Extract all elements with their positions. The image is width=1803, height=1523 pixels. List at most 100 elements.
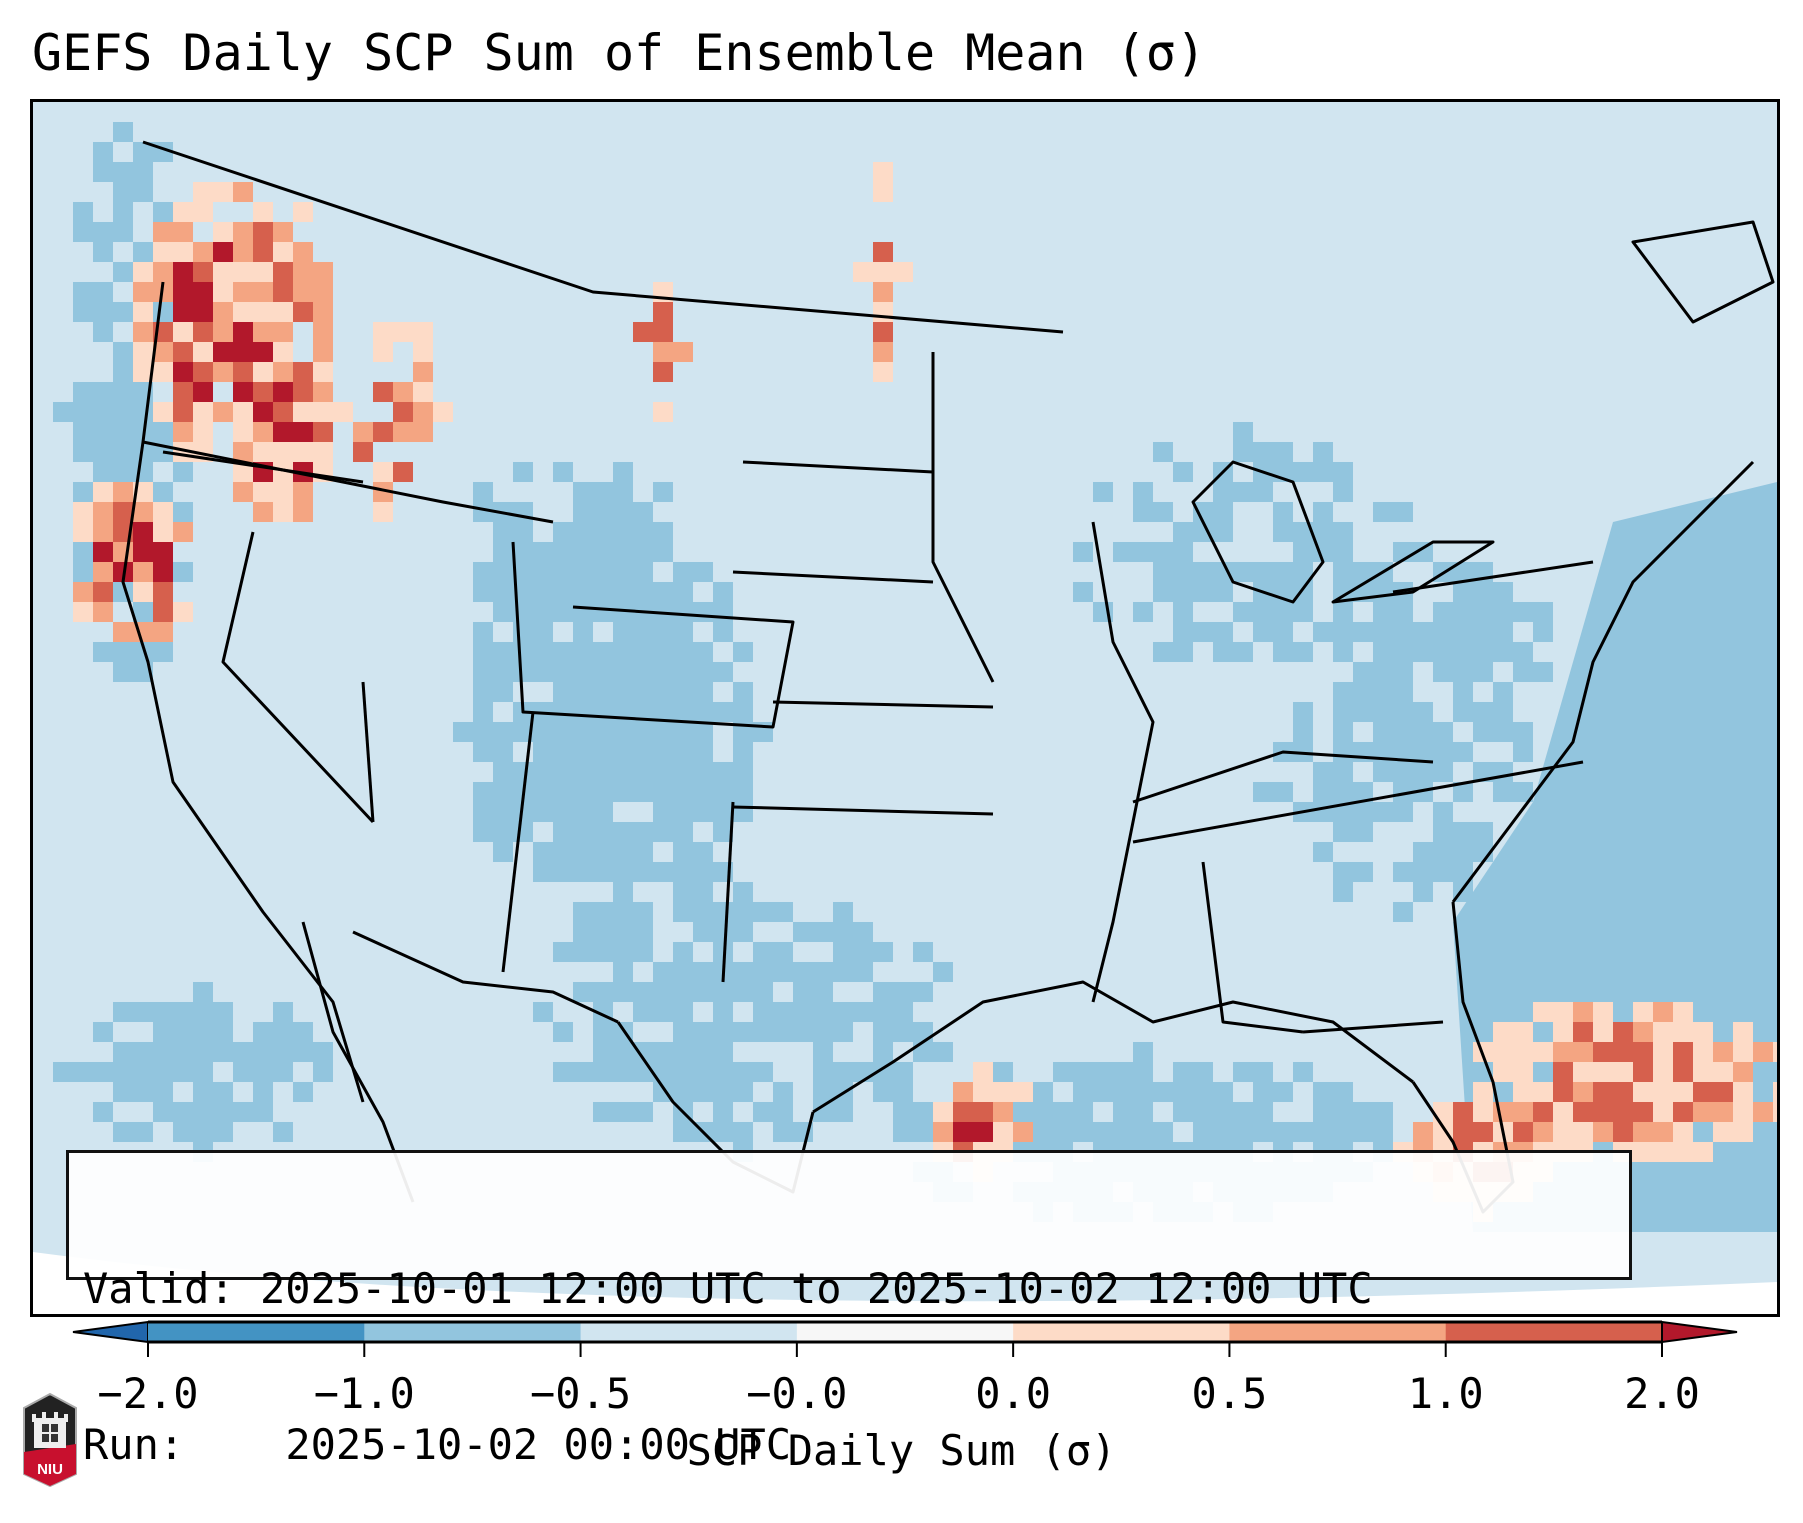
heatmap-cell-above (153, 222, 173, 242)
heatmap-cell-below (1493, 642, 1513, 662)
heatmap-cell-below (493, 542, 513, 562)
heatmap-cell-below (1213, 642, 1233, 662)
heatmap-cell-below (473, 702, 493, 722)
heatmap-cell-below (1393, 682, 1413, 702)
heatmap-cell-below (1373, 722, 1393, 742)
heatmap-cell-above (1653, 1042, 1673, 1062)
heatmap-cell-above (273, 262, 293, 282)
colorbar-tick-label: −0.5 (530, 1369, 631, 1418)
heatmap-cell-below (1133, 1102, 1153, 1122)
nm-tx (721, 801, 735, 983)
heatmap-cell-above (373, 322, 393, 342)
heatmap-cell-below (673, 582, 693, 602)
heatmap-cell-below (213, 1082, 233, 1102)
heatmap-cell-below (673, 842, 693, 862)
heatmap-cell-above (1633, 1002, 1653, 1022)
heatmap-cell-below (493, 522, 513, 542)
heatmap-cell-above (173, 202, 193, 222)
heatmap-cell-below (1373, 802, 1393, 822)
heatmap-cell-below (713, 942, 733, 962)
heatmap-cell-below (1353, 862, 1373, 882)
heatmap-cell-above (73, 582, 93, 602)
heatmap-cell-above (213, 222, 233, 242)
heatmap-cell-below (1393, 722, 1413, 742)
heatmap-cell-above (213, 402, 233, 422)
heatmap-cell-below (1233, 602, 1253, 622)
heatmap-cell-below (1293, 702, 1313, 722)
mississippi (1091, 521, 1155, 1003)
heatmap-cell-above (153, 582, 173, 602)
heatmap-cell-above (873, 282, 893, 302)
heatmap-cell-below (773, 1022, 793, 1042)
heatmap-cell-below (553, 462, 573, 482)
heatmap-cell-below (1273, 442, 1293, 462)
heatmap-cell-above (1673, 1102, 1693, 1122)
gulf-coast (812, 980, 1414, 1114)
heatmap-cell-below (1273, 782, 1293, 802)
heatmap-cell-below (913, 982, 933, 1002)
heatmap-cell-above (253, 402, 273, 422)
heatmap-cell-above (313, 282, 333, 302)
heatmap-cell-below (113, 382, 133, 402)
heatmap-cell-below (1333, 1122, 1353, 1142)
heatmap-cell-below (253, 1102, 273, 1122)
heatmap-cell-below (1153, 502, 1173, 522)
heatmap-cell-above (293, 422, 313, 442)
heatmap-cell-below (113, 302, 133, 322)
heatmap-cell-below (113, 1002, 133, 1022)
heatmap-cell-above (873, 182, 893, 202)
heatmap-cell-above (633, 322, 653, 342)
heatmap-cell-below (893, 982, 913, 1002)
heatmap-cell-below (733, 782, 753, 802)
heatmap-cell-below (1513, 782, 1533, 802)
heatmap-cell-above (253, 322, 273, 342)
heatmap-cell-above (673, 342, 693, 362)
heatmap-cell-above (313, 342, 333, 362)
heatmap-cell-below (853, 922, 873, 942)
heatmap-cell-below (113, 362, 133, 382)
heatmap-cell-below (1453, 622, 1473, 642)
heatmap-cell-below (193, 1002, 213, 1022)
colorbar-tick-label: −1.0 (314, 1369, 415, 1418)
heatmap-cell-below (673, 602, 693, 622)
heatmap-cell-below (633, 562, 653, 582)
heatmap-cell-below (153, 1082, 173, 1102)
heatmap-cell-below (1353, 702, 1373, 722)
colorbar-tick-label: 0.5 (1191, 1369, 1267, 1418)
heatmap-cell-below (193, 1102, 213, 1122)
heatmap-cell-below (873, 942, 893, 962)
heatmap-cell-above (213, 322, 233, 342)
heatmap-cell-below (1433, 662, 1453, 682)
heatmap-cell-below (1433, 862, 1453, 882)
heatmap-cell-below (133, 162, 153, 182)
heatmap-cell-below (693, 962, 713, 982)
heatmap-cell-above (293, 302, 313, 322)
heatmap-cell-below (1493, 702, 1513, 722)
heatmap-cell-below (673, 762, 693, 782)
heatmap-cell-above (153, 402, 173, 422)
heatmap-cell-above (373, 382, 393, 402)
heatmap-cell-above (233, 222, 253, 242)
heatmap-cell-below (733, 1082, 753, 1102)
heatmap-cell-above (1693, 1062, 1713, 1082)
heatmap-cell-below (173, 1062, 193, 1082)
heatmap-cell-below (633, 622, 653, 642)
heatmap-cell-below (733, 922, 753, 942)
heatmap-cell-above (1573, 1102, 1593, 1122)
heatmap-cell-below (1213, 502, 1233, 522)
heatmap-cell-above (1493, 1022, 1513, 1042)
heatmap-cell-below (1333, 562, 1353, 582)
heatmap-cell-above (133, 322, 153, 342)
heatmap-cell-below (1173, 582, 1193, 602)
heatmap-cell-above (153, 522, 173, 542)
heatmap-cell-below (493, 602, 513, 622)
heatmap-cell-above (1573, 1002, 1593, 1022)
heatmap-cell-above (1593, 1042, 1613, 1062)
heatmap-cell-above (873, 342, 893, 362)
heatmap-cell-below (1393, 802, 1413, 822)
heatmap-cell-above (193, 282, 213, 302)
heatmap-cell-below (593, 1062, 613, 1082)
heatmap-cell-below (293, 1042, 313, 1062)
heatmap-cell-below (673, 982, 693, 1002)
heatmap-cell-below (1313, 802, 1333, 822)
